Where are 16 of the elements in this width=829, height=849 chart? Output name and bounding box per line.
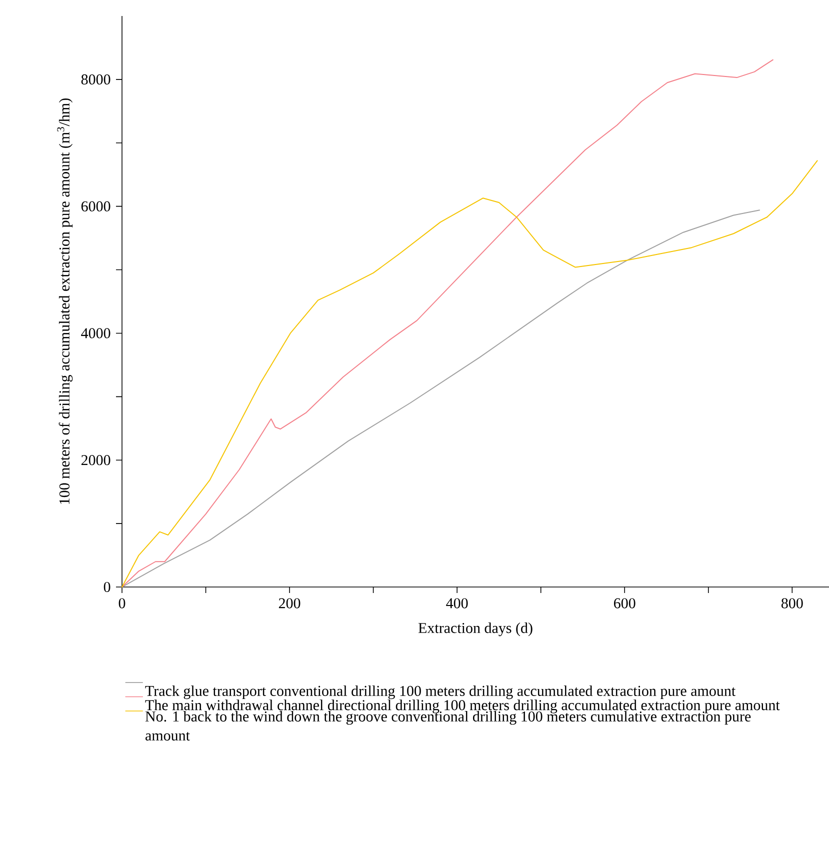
y-tick-label: 8000: [81, 74, 110, 85]
x-tick-label: 0: [118, 598, 126, 608]
x-axis-title: Extraction days (d): [418, 622, 532, 636]
legend-label: Track glue transport conventional drilling 100 meters drilling accumulated extraction pure amount: [145, 685, 736, 700]
y-tick-label: 4000: [81, 328, 110, 338]
x-tick-label: 800: [781, 598, 803, 608]
line-series: [122, 160, 818, 588]
x-tick-label: 600: [614, 598, 636, 608]
line-series: [122, 59, 774, 588]
x-tick-label: 400: [446, 598, 468, 608]
y-tick-label: 2000: [81, 455, 110, 466]
y-tick-label: 6000: [81, 201, 110, 212]
y-tick-label: 0: [104, 582, 110, 592]
line-series: [122, 210, 760, 588]
x-tick-label: 200: [278, 598, 300, 608]
y-axis-title: 100 meters of drilling accumulated extraction pure amount (m$^{3}$/hm): [57, 98, 73, 504]
